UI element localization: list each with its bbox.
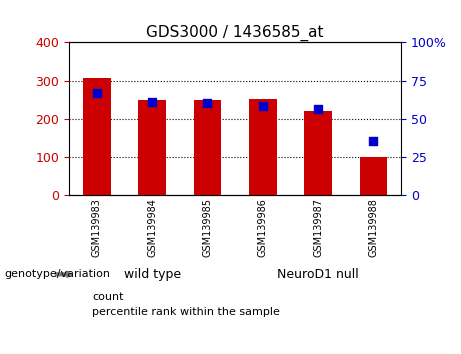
Text: GSM139986: GSM139986	[258, 198, 268, 257]
Point	[370, 138, 377, 144]
Text: GSM139984: GSM139984	[147, 198, 157, 257]
Text: NeuroD1 null: NeuroD1 null	[277, 268, 359, 281]
Text: GSM139988: GSM139988	[368, 198, 378, 257]
Text: wild type: wild type	[124, 268, 181, 281]
Bar	[83, 78, 111, 195]
Text: genotype/variation: genotype/variation	[5, 269, 111, 279]
Bar	[304, 111, 332, 195]
Bar	[249, 99, 277, 195]
Point	[93, 90, 100, 96]
Text: GSM139987: GSM139987	[313, 198, 323, 257]
Bar	[360, 158, 387, 195]
Point	[148, 99, 156, 105]
Bar	[194, 99, 221, 195]
Text: GSM139983: GSM139983	[92, 198, 102, 257]
Text: count: count	[92, 292, 124, 302]
Title: GDS3000 / 1436585_at: GDS3000 / 1436585_at	[146, 25, 324, 41]
Point	[204, 101, 211, 106]
Point	[314, 107, 322, 112]
Text: percentile rank within the sample: percentile rank within the sample	[92, 307, 280, 316]
Text: GSM139985: GSM139985	[202, 198, 213, 257]
Point	[259, 104, 266, 109]
Bar	[138, 99, 166, 195]
